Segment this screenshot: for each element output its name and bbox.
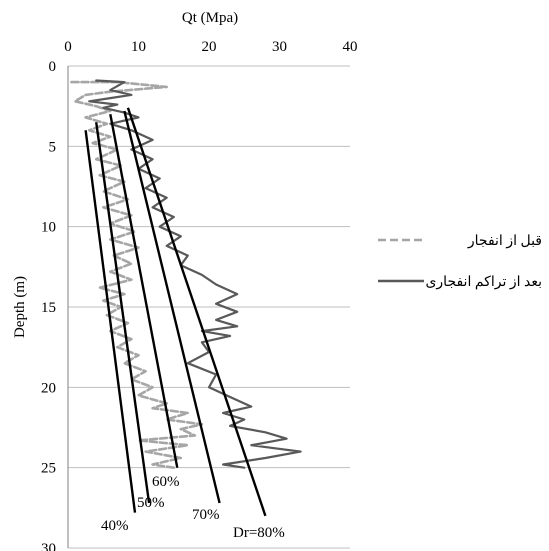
- dr-line-label-4: 70%: [192, 507, 220, 523]
- x-tick-label-30: 30: [272, 39, 287, 55]
- dr-line-3: [109, 113, 179, 468]
- legend: قبل از انفجار بعد از تراکم انفجاری: [378, 234, 542, 290]
- y-tick-label-20: 20: [41, 380, 56, 396]
- series-group: [70, 79, 302, 469]
- y-tick-label-30: 30: [41, 541, 56, 551]
- y-tick-label-25: 25: [41, 461, 56, 477]
- x-axis-title: Qt (Mpa): [182, 10, 238, 26]
- x-tick-label-20: 20: [202, 39, 217, 55]
- legend-label-1: قبل از انفجار: [467, 234, 542, 249]
- ticks-group: 0 5 10 15 20 25 30 0 10 20 30 40: [41, 39, 358, 551]
- dr-lines-group: 40% 50% 60% 70% Dr=80%: [84, 107, 285, 541]
- dr-line-5: [126, 107, 267, 517]
- dr-line-2: [95, 122, 151, 504]
- dr-line-label-3: 60%: [152, 474, 180, 490]
- dr-line-4: [123, 110, 221, 504]
- x-tick-label-40: 40: [343, 39, 358, 55]
- y-tick-label-0: 0: [49, 59, 57, 75]
- x-tick-label-10: 10: [131, 39, 146, 55]
- grid-group: [67, 65, 350, 549]
- dr-line-label-1: 40%: [101, 518, 129, 534]
- x-tick-label-0: 0: [64, 39, 72, 55]
- y-tick-label-10: 10: [41, 220, 56, 236]
- legend-label-2: بعد از تراکم انفجاری: [425, 275, 542, 290]
- dr-line-label-2: 50%: [137, 495, 165, 511]
- y-tick-label-5: 5: [49, 139, 57, 155]
- y-axis-title: Depth (m): [12, 276, 28, 338]
- dr-line-1: [84, 130, 137, 513]
- dr-line-label-5: Dr=80%: [233, 525, 285, 541]
- y-tick-label-15: 15: [41, 300, 56, 316]
